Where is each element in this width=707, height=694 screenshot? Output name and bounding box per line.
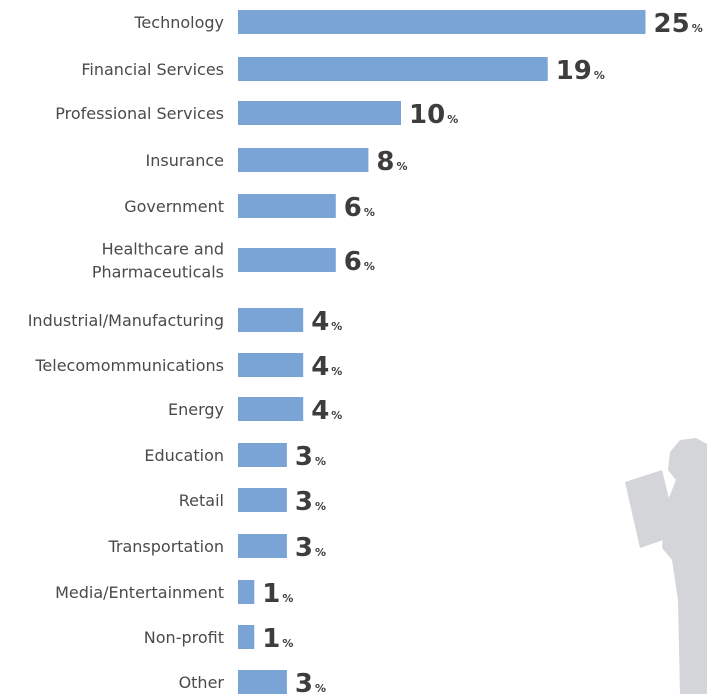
bar-non-profit <box>238 625 255 649</box>
value-label-other: 3% <box>295 669 326 694</box>
value-label-education: 3% <box>295 442 326 472</box>
category-label-other: Other <box>179 673 225 692</box>
category-label-retail: Retail <box>179 491 224 510</box>
value-label-healthcare-and-pharmaceuticals: 6% <box>344 247 375 277</box>
value-label-energy: 4% <box>311 396 342 426</box>
person-reading-silhouette-icon <box>625 438 707 694</box>
bar-education <box>238 443 287 467</box>
category-label-transportation: Transportation <box>107 537 224 556</box>
category-label-education: Education <box>144 446 224 465</box>
category-label-healthcare-and-pharmaceuticals: Healthcare and Pharmaceuticals <box>92 240 224 282</box>
bar-energy <box>238 397 304 421</box>
bar-transportation <box>238 534 287 558</box>
category-label-energy: Energy <box>168 400 224 419</box>
category-label-insurance: Insurance <box>146 151 225 170</box>
bar-insurance <box>238 148 369 172</box>
bar-retail <box>238 488 287 512</box>
category-label-technology: Technology <box>133 13 224 32</box>
category-labels: Technology Financial Services Professional… <box>28 13 225 692</box>
value-label-financial-services: 19% <box>556 56 605 86</box>
value-label-technology: 25% <box>654 9 703 39</box>
value-label-transportation: 3% <box>295 533 326 563</box>
bars <box>238 10 646 694</box>
value-label-retail: 3% <box>295 487 326 517</box>
value-label-professional-services: 10% <box>409 100 458 130</box>
value-label-telecomommunications: 4% <box>311 352 342 382</box>
category-label-professional-services: Professional Services <box>55 104 224 123</box>
value-labels: 25 %19 %10 %8 %6 %6 %4 %4 %4 %3 %3 %3 %1 %1 %3% <box>262 9 702 694</box>
bar-technology <box>238 10 646 34</box>
value-label-media-entertainment: 1% <box>262 579 293 609</box>
value-label-government: 6% <box>344 193 375 223</box>
category-label-media-entertainment: Media/Entertainment <box>55 583 224 602</box>
value-label-non-profit: 1% <box>262 624 293 654</box>
category-label-financial-services: Financial Services <box>81 60 224 79</box>
bar-media-entertainment <box>238 580 255 604</box>
category-label-non-profit: Non-profit <box>144 628 224 647</box>
value-label-industrial-manufacturing: 4% <box>311 307 342 337</box>
category-label-industrial-manufacturing: Industrial/Manufacturing <box>28 311 224 330</box>
category-label-telecomommunications: Telecomommunications <box>34 356 224 375</box>
bar-healthcare-and-pharmaceuticals <box>238 248 336 272</box>
bar-telecomommunications <box>238 353 304 377</box>
value-label-insurance: 8% <box>376 147 407 177</box>
bar-industrial-manufacturing <box>238 308 304 332</box>
bar-other <box>238 670 287 694</box>
bar-government <box>238 194 336 218</box>
bar-financial-services <box>238 57 548 81</box>
category-label-government: Government <box>124 197 224 216</box>
bar-professional-services <box>238 101 401 125</box>
